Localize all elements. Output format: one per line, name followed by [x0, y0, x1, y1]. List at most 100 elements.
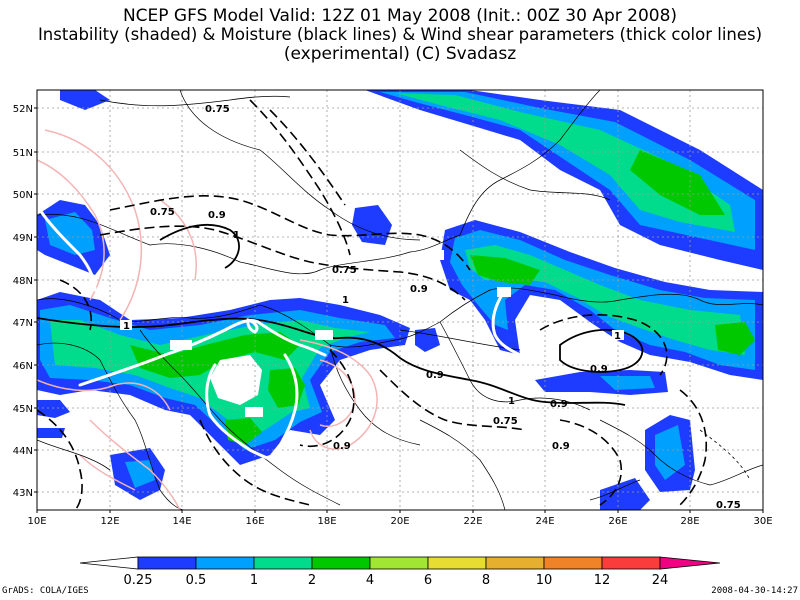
moisture-dash-5 [299, 349, 355, 447]
lon-tick-label: 28E [680, 516, 699, 527]
contour-label: 1 [123, 321, 130, 332]
lat-tick-label: 52N [13, 104, 33, 115]
shade-small-2 [415, 328, 440, 352]
contour-label: 0.9 [550, 399, 568, 410]
shear-label-box-2 [315, 330, 333, 340]
contour-label: 0.9 [552, 441, 570, 452]
colorbar-segment [601, 556, 661, 570]
latitude-labels: 52N 51N 50N 49N 48N 47N 46N 45N 44N 43N [13, 104, 37, 499]
title-line-3: (experimental) (C) Svadasz [283, 44, 517, 64]
river-1 [459, 149, 611, 201]
lon-tick-label: 16E [245, 516, 264, 527]
colorbar-label: 24 [652, 573, 669, 588]
shade-small-1 [352, 205, 392, 245]
contour-label: 0.9 [590, 364, 608, 375]
shear-white-6 [491, 288, 522, 357]
colorbar-label: 4 [366, 573, 374, 588]
coast-italy [37, 342, 186, 510]
border-7 [439, 321, 591, 411]
moisture-thin-4 [37, 439, 111, 471]
wind-shear-contours [37, 129, 378, 510]
moisture-dash-2 [99, 225, 466, 301]
contour-label: 0.9 [333, 441, 351, 452]
shear-white-7 [246, 318, 259, 334]
footer-right: 2008-04-30-14:27 [711, 586, 798, 596]
moisture-dash-1 [109, 195, 471, 271]
lat-tick-label: 45N [13, 404, 33, 415]
shear-label-box-4 [497, 287, 511, 297]
moisture-dash-10 [679, 389, 708, 506]
lat-tick-label: 51N [13, 148, 33, 159]
lon-tick-label: 22E [463, 516, 482, 527]
shear-white-5 [276, 353, 299, 452]
moisture-dash-7 [199, 419, 311, 506]
colorbar-label: 6 [424, 573, 432, 588]
shade-southeast-3 [600, 478, 650, 510]
colorbar-segment [543, 556, 603, 570]
shear-5 [89, 419, 181, 510]
shear-label-box-7 [340, 294, 352, 304]
contour-value-labels: 0.75 0.75 0.9 1 0.75 0.9 1 1 0.9 0.9 1 0… [123, 104, 741, 510]
colorbar: 0.25 0.5 1 2 4 6 8 10 12 24 [79, 556, 721, 588]
lon-tick-label: 10E [27, 516, 46, 527]
footer-left: GrADS: COLA/IGES [2, 586, 89, 596]
shade-southeast-1-lb [600, 376, 655, 390]
colorbar-label: 0.5 [186, 573, 207, 588]
title-line-2: Instability (shaded) & Moisture (black l… [37, 25, 763, 44]
lon-tick-label: 30E [753, 516, 772, 527]
contour-label: 1 [342, 295, 349, 306]
shade-sw-1 [37, 400, 70, 418]
contour-label: 0.75 [493, 416, 518, 427]
lat-tick-label: 50N [13, 190, 33, 201]
colorbar-segment [427, 556, 487, 570]
shear-labels [120, 250, 624, 417]
lat-tick-label: 43N [13, 488, 33, 499]
shade-central-band-green [130, 332, 300, 378]
contour-label: 1 [614, 331, 621, 342]
shear-label-box-8 [428, 250, 444, 260]
shade-central-hole [210, 355, 262, 405]
moisture-solid-2 [37, 317, 341, 340]
lon-tick-label: 18E [317, 516, 336, 527]
shear-4 [37, 379, 171, 411]
colorbar-label: 2 [308, 573, 316, 588]
shear-white-3 [256, 320, 327, 357]
lat-tick-label: 46N [13, 361, 33, 372]
shade-top-small [60, 90, 110, 110]
moisture-dash-6 [379, 369, 526, 431]
contour-label: 0.9 [426, 370, 444, 381]
shade-north-band-green [630, 150, 725, 215]
contour-label: 1 [508, 396, 515, 407]
lat-tick-label: 47N [13, 318, 33, 329]
colorbar-label: 1 [250, 573, 258, 588]
border-1 [37, 213, 461, 275]
colorbar-segment [369, 556, 429, 570]
shear-label-box-6 [120, 320, 132, 330]
colorbar-segment [195, 556, 255, 570]
shear-1 [37, 159, 105, 301]
shear-8 [79, 454, 136, 491]
lon-tick-label: 14E [172, 516, 191, 527]
border-2 [179, 90, 421, 241]
moisture-dash-11 [37, 409, 83, 510]
moisture-dash-12 [59, 279, 92, 331]
border-5 [259, 304, 441, 348]
border-4 [37, 298, 261, 322]
coast-blacksea-2 [589, 479, 641, 501]
contour-label: 0.9 [208, 210, 226, 221]
shear-white-4 [205, 363, 302, 472]
moisture-dash-9 [559, 419, 622, 506]
shade-east-band-green [470, 255, 540, 285]
shear-3 [159, 199, 197, 281]
moisture-dash-3 [249, 99, 351, 256]
contour-label: 1 [233, 230, 240, 241]
shear-6 [299, 339, 378, 450]
lon-tick-label: 26E [608, 516, 627, 527]
colorbar-label: 12 [594, 573, 611, 588]
border-3 [459, 90, 601, 236]
colorbar-label: 10 [536, 573, 553, 588]
moisture-solid-4 [559, 328, 644, 373]
shade-southeast-2-lb [655, 425, 685, 480]
coast-adriatic [139, 329, 341, 506]
shade-sw-3-lb [125, 460, 155, 488]
